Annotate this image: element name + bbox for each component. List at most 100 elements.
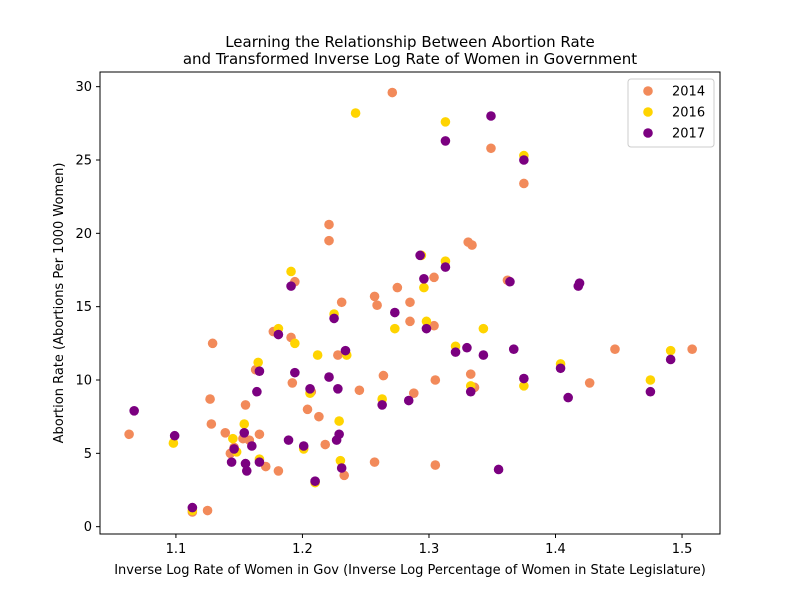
point-2014 xyxy=(584,378,595,388)
x-tick-label: 1.4 xyxy=(545,542,566,557)
point-2017 xyxy=(519,373,529,384)
point-2017 xyxy=(415,250,425,261)
point-2017 xyxy=(574,278,585,289)
point-2014 xyxy=(467,240,477,250)
point-2014 xyxy=(339,470,350,481)
point-2016 xyxy=(239,419,250,429)
point-2017 xyxy=(298,441,309,451)
point-2017 xyxy=(283,435,294,445)
point-2017 xyxy=(403,395,414,406)
point-2014 xyxy=(324,219,334,230)
point-2017 xyxy=(273,329,284,340)
point-2014 xyxy=(124,429,134,440)
point-2017 xyxy=(421,323,432,334)
y-tick-label: 25 xyxy=(75,154,92,169)
point-2017 xyxy=(336,463,347,473)
point-2014 xyxy=(202,505,213,516)
y-tick-label: 15 xyxy=(75,300,92,315)
data-points xyxy=(124,87,697,517)
point-2016 xyxy=(334,416,344,426)
point-2016 xyxy=(419,282,429,293)
point-2017 xyxy=(329,313,339,324)
legend-label-2016: 2016 xyxy=(672,106,705,121)
point-2014 xyxy=(320,439,331,450)
point-2017 xyxy=(305,384,315,394)
point-2016 xyxy=(665,345,676,356)
point-2017 xyxy=(252,386,262,397)
point-2017 xyxy=(450,347,461,357)
point-2014 xyxy=(336,297,347,308)
plot-frame xyxy=(99,71,721,535)
point-2016 xyxy=(478,323,489,334)
point-2014 xyxy=(486,143,496,154)
point-2014 xyxy=(405,297,415,308)
point-2017 xyxy=(505,276,515,287)
chart-title-line1: Learning the Relationship Between Aborti… xyxy=(225,33,595,51)
x-axis-ticks: 1.1 1.2 1.3 1.4 1.5 xyxy=(166,534,693,557)
point-2017 xyxy=(377,400,387,410)
point-2014 xyxy=(287,378,298,388)
y-axis-ticks: 0 5 10 15 20 25 30 xyxy=(75,80,100,535)
point-2017 xyxy=(286,281,296,291)
point-2017 xyxy=(440,136,451,146)
point-2017 xyxy=(419,274,429,284)
point-2017 xyxy=(440,262,451,272)
y-tick-label: 30 xyxy=(75,80,92,95)
legend-label-2014: 2014 xyxy=(672,85,705,100)
point-2017 xyxy=(226,457,237,467)
y-axis-label: Abortion Rate (Abortions Per 1000 Women) xyxy=(52,163,67,444)
point-2014 xyxy=(387,87,398,98)
point-2014 xyxy=(207,338,218,349)
point-2017 xyxy=(478,350,489,360)
point-2014 xyxy=(392,282,403,293)
legend-label-2017: 2017 xyxy=(672,127,705,142)
point-2014 xyxy=(220,428,231,438)
point-2014 xyxy=(333,350,343,360)
point-2016 xyxy=(350,108,361,118)
x-tick-label: 1.5 xyxy=(672,542,693,557)
point-2014 xyxy=(254,429,265,440)
point-2014 xyxy=(408,388,419,399)
legend-marker-2017 xyxy=(643,128,653,138)
point-2016 xyxy=(440,117,451,127)
point-2016 xyxy=(290,338,300,349)
point-2016 xyxy=(421,316,432,327)
point-2017 xyxy=(187,502,198,513)
plot-area: 1.1 1.2 1.3 1.4 1.5 0 5 10 15 20 25 30 xyxy=(75,71,721,557)
point-2017 xyxy=(129,406,139,416)
point-2017 xyxy=(229,444,239,454)
point-2016 xyxy=(228,433,238,444)
point-2016 xyxy=(253,357,263,368)
point-2017 xyxy=(390,307,400,318)
point-2014 xyxy=(314,411,324,422)
point-2017 xyxy=(340,345,351,356)
point-2017 xyxy=(310,476,320,487)
point-2014 xyxy=(430,375,441,385)
y-tick-label: 10 xyxy=(75,374,92,389)
point-2017 xyxy=(486,111,496,121)
point-2014 xyxy=(324,235,334,246)
point-2014 xyxy=(206,419,217,429)
point-2014 xyxy=(465,369,476,379)
point-2017 xyxy=(169,430,180,441)
point-2016 xyxy=(312,350,323,360)
point-2014 xyxy=(429,320,439,331)
x-tick-label: 1.1 xyxy=(166,542,187,557)
point-2014 xyxy=(372,300,382,311)
point-2014 xyxy=(405,316,415,327)
point-2017 xyxy=(665,354,676,365)
point-2016 xyxy=(168,438,179,448)
point-2017 xyxy=(254,366,265,377)
point-2017 xyxy=(290,367,300,378)
point-2017 xyxy=(247,441,257,451)
point-2014 xyxy=(519,178,529,189)
point-2017 xyxy=(241,466,252,476)
point-2017 xyxy=(493,464,504,475)
point-2016 xyxy=(390,323,400,334)
point-2017 xyxy=(239,428,250,438)
point-2017 xyxy=(465,386,476,397)
point-2014 xyxy=(302,404,313,415)
point-2014 xyxy=(610,344,620,355)
point-2017 xyxy=(462,342,472,353)
